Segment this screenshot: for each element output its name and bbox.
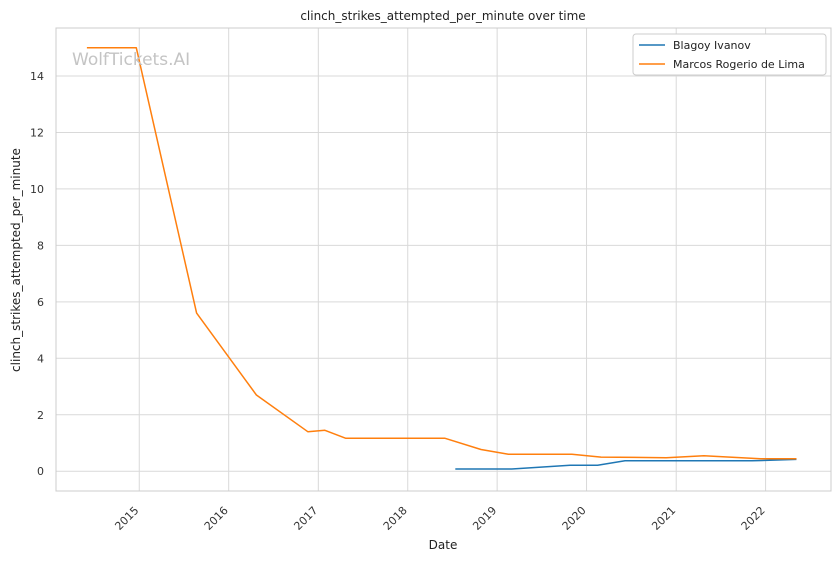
y-tick-label: 0 <box>37 465 44 478</box>
x-tick-label: 2021 <box>649 504 678 533</box>
x-tick-label: 2015 <box>112 504 141 533</box>
series-line-marcos-rogerio-de-lima <box>86 47 797 460</box>
x-tick-label: 2017 <box>291 504 320 533</box>
y-tick-label: 10 <box>30 183 44 196</box>
y-tick-label: 6 <box>37 296 44 309</box>
y-tick-label: 2 <box>37 409 44 422</box>
x-axis-title: Date <box>429 538 458 552</box>
x-tick-label: 2018 <box>381 504 410 533</box>
legend-label-marcos-rogerio-de-lima: Marcos Rogerio de Lima <box>673 58 805 71</box>
watermark: WolfTickets.AI <box>72 50 190 70</box>
legend-label-blagoy-ivanov: Blagoy Ivanov <box>673 39 751 52</box>
y-tick-label: 4 <box>37 352 44 365</box>
y-tick-label: 14 <box>30 70 44 83</box>
series-line-blagoy-ivanov <box>455 458 797 470</box>
x-tick-label: 2016 <box>202 504 231 533</box>
legend: Blagoy Ivanov Marcos Rogerio de Lima <box>632 33 827 76</box>
x-tick-labels: 2015 2016 2017 2018 2019 2020 2021 2022 <box>112 504 767 533</box>
series-lines <box>86 47 797 470</box>
y-tick-label: 8 <box>37 239 44 252</box>
y-tick-labels: 0 2 4 6 8 10 12 14 <box>30 70 44 478</box>
x-tick-label: 2019 <box>470 504 499 533</box>
y-axis-title: clinch_strikes_attempted_per_minute <box>9 148 23 372</box>
plot-background <box>56 28 831 491</box>
y-tick-label: 12 <box>30 126 44 139</box>
grid <box>56 28 831 491</box>
plot-frame <box>55 27 832 492</box>
x-tick-label: 2022 <box>739 504 768 533</box>
chart-title: clinch_strikes_attempted_per_minute over… <box>300 9 585 23</box>
legend-box <box>632 33 827 76</box>
x-tick-label: 2020 <box>560 504 589 533</box>
